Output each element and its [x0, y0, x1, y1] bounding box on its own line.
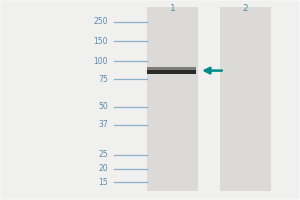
Text: 25: 25	[99, 150, 108, 159]
Text: 1: 1	[169, 4, 175, 13]
Bar	[220, 7, 271, 191]
Text: 250: 250	[94, 17, 108, 26]
Text: 15: 15	[99, 178, 108, 187]
Text: 50: 50	[98, 102, 108, 111]
Text: 100: 100	[94, 57, 108, 66]
Text: 75: 75	[98, 75, 108, 84]
Bar	[147, 7, 198, 191]
Bar	[147, 67, 196, 70]
Text: 20: 20	[99, 164, 108, 173]
Bar	[147, 70, 196, 74]
Text: 2: 2	[243, 4, 248, 13]
Text: 37: 37	[98, 120, 108, 129]
Text: 150: 150	[94, 37, 108, 46]
